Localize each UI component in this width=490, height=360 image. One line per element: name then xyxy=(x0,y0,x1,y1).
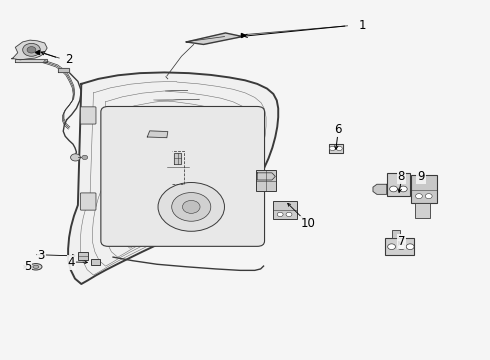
Circle shape xyxy=(71,154,80,161)
FancyBboxPatch shape xyxy=(80,193,96,210)
Circle shape xyxy=(158,183,224,231)
FancyBboxPatch shape xyxy=(415,203,430,218)
FancyBboxPatch shape xyxy=(273,201,297,220)
Text: 10: 10 xyxy=(301,216,316,230)
Circle shape xyxy=(406,244,414,249)
Circle shape xyxy=(82,155,88,159)
Circle shape xyxy=(336,146,342,150)
Circle shape xyxy=(397,244,405,249)
Ellipse shape xyxy=(30,264,42,270)
FancyBboxPatch shape xyxy=(385,238,414,255)
FancyBboxPatch shape xyxy=(91,259,100,265)
Polygon shape xyxy=(174,153,181,164)
Polygon shape xyxy=(373,184,387,194)
Text: 2: 2 xyxy=(65,53,73,66)
Text: 9: 9 xyxy=(417,170,425,183)
Circle shape xyxy=(330,146,335,150)
Polygon shape xyxy=(15,59,47,62)
Text: 8: 8 xyxy=(398,170,405,183)
Ellipse shape xyxy=(33,265,39,269)
Text: 4: 4 xyxy=(68,256,75,269)
FancyBboxPatch shape xyxy=(392,230,400,238)
Circle shape xyxy=(425,194,432,199)
Circle shape xyxy=(388,244,395,249)
Circle shape xyxy=(399,186,407,192)
FancyBboxPatch shape xyxy=(80,107,96,124)
FancyBboxPatch shape xyxy=(387,173,410,196)
Polygon shape xyxy=(147,131,168,138)
Polygon shape xyxy=(68,72,278,284)
FancyBboxPatch shape xyxy=(101,107,265,246)
Circle shape xyxy=(416,194,422,199)
Text: 1: 1 xyxy=(359,19,366,32)
FancyBboxPatch shape xyxy=(78,252,88,260)
Circle shape xyxy=(23,43,40,56)
FancyBboxPatch shape xyxy=(256,170,276,191)
Polygon shape xyxy=(329,144,343,153)
Polygon shape xyxy=(58,68,69,72)
Circle shape xyxy=(182,201,200,213)
FancyBboxPatch shape xyxy=(411,175,437,203)
Text: 7: 7 xyxy=(397,235,405,248)
Circle shape xyxy=(27,46,36,53)
Text: 6: 6 xyxy=(334,123,342,136)
Polygon shape xyxy=(186,33,243,44)
Circle shape xyxy=(390,186,397,192)
Polygon shape xyxy=(257,173,275,180)
Text: 3: 3 xyxy=(38,249,45,262)
Polygon shape xyxy=(11,40,47,60)
Circle shape xyxy=(286,212,292,217)
Text: 5: 5 xyxy=(24,260,31,273)
Circle shape xyxy=(277,212,283,217)
Circle shape xyxy=(172,193,211,221)
